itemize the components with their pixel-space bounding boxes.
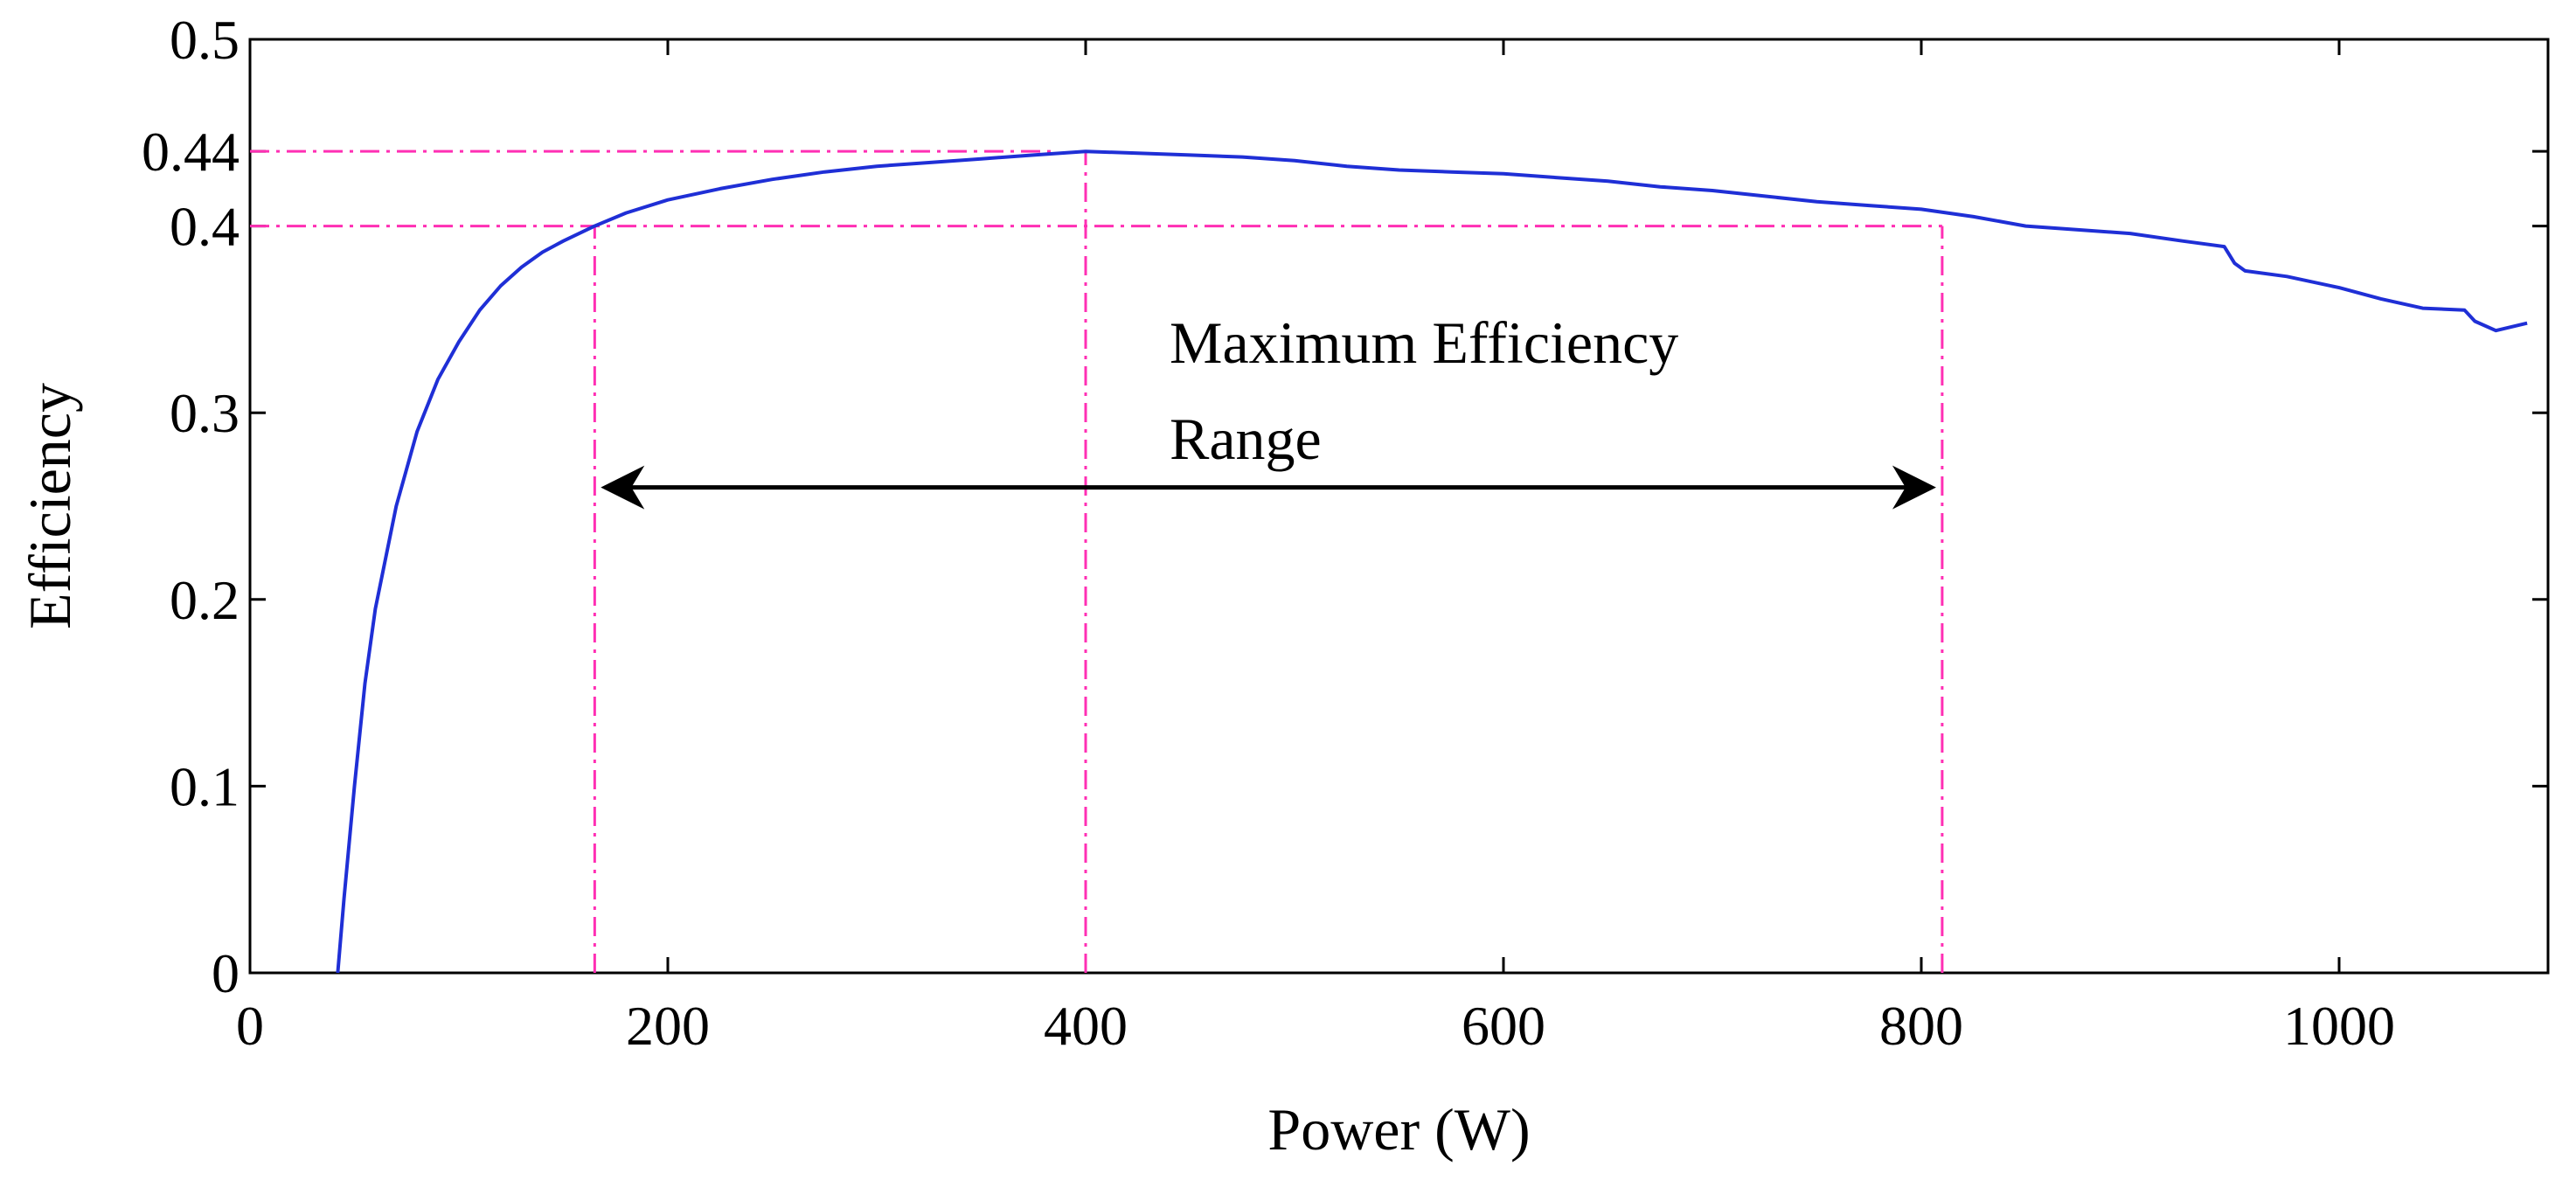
y-tick-label: 0.1 bbox=[170, 755, 240, 817]
x-tick-label: 1000 bbox=[2283, 995, 2395, 1057]
y-axis-title: Efficiency bbox=[17, 383, 83, 629]
plot-frame bbox=[248, 38, 2550, 975]
x-tick-label: 400 bbox=[1044, 995, 1128, 1057]
x-axis-title: Power (W) bbox=[1267, 1096, 1530, 1163]
y-tick-label: 0.2 bbox=[170, 569, 240, 631]
y-tick-label: 0.4 bbox=[170, 196, 240, 258]
plot-area: 0 200 400 600 800 1000 0 0.1 0.2 0.3 0.4 0.44 0.5 bbox=[142, 9, 2550, 1057]
x-tick-label: 800 bbox=[1879, 995, 1963, 1057]
y-tick-label: 0.5 bbox=[170, 9, 240, 71]
x-tick-label: 0 bbox=[236, 995, 264, 1057]
series-line-efficiency bbox=[336, 149, 2528, 974]
annotation-line2: Range bbox=[1170, 406, 1322, 472]
y-tick-label: 0.44 bbox=[142, 121, 240, 183]
y-tick-label: 0 bbox=[212, 942, 240, 1004]
annotation-line1: Maximum Efficiency bbox=[1170, 309, 1678, 376]
y-tick-label: 0.3 bbox=[170, 382, 240, 444]
x-tick-label: 200 bbox=[626, 995, 710, 1057]
x-tick-label: 600 bbox=[1462, 995, 1545, 1057]
